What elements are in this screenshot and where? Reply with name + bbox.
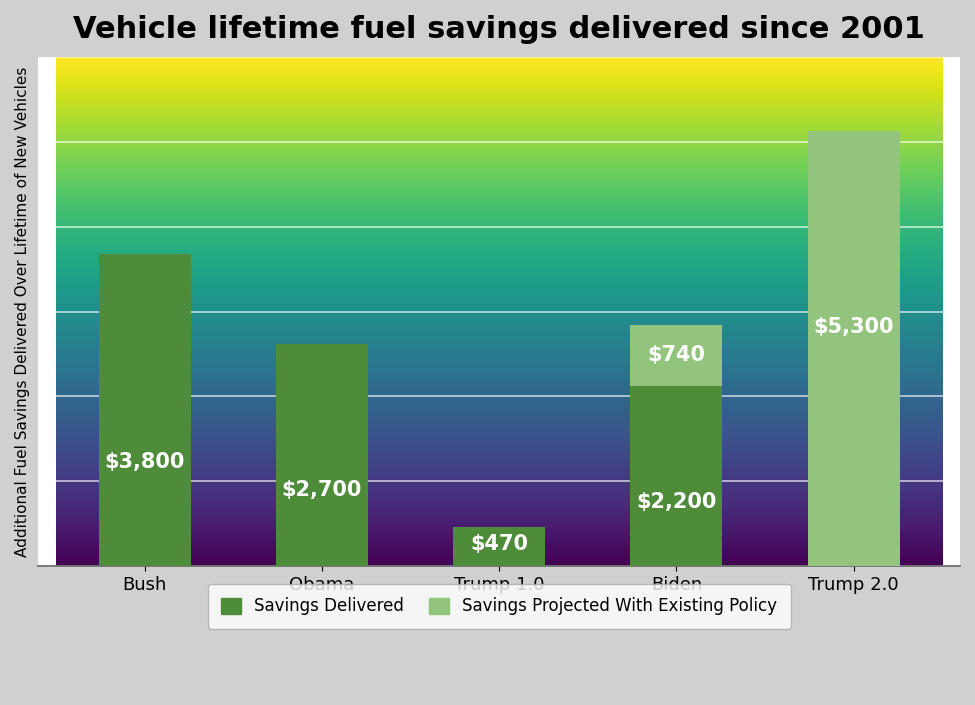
Bar bbox=[276, 345, 368, 566]
Text: $5,300: $5,300 bbox=[813, 317, 894, 337]
Text: $2,700: $2,700 bbox=[282, 479, 362, 500]
Bar bbox=[807, 131, 900, 566]
Bar bbox=[98, 255, 191, 566]
Text: $740: $740 bbox=[647, 345, 705, 365]
Bar bbox=[630, 325, 722, 386]
Y-axis label: Additional Fuel Savings Delivered Over Lifetime of New Vehicles: Additional Fuel Savings Delivered Over L… bbox=[15, 66, 30, 557]
Bar bbox=[453, 527, 545, 566]
Text: $470: $470 bbox=[470, 534, 528, 554]
Bar bbox=[630, 386, 722, 566]
Text: $2,200: $2,200 bbox=[637, 492, 717, 512]
Title: Vehicle lifetime fuel savings delivered since 2001: Vehicle lifetime fuel savings delivered … bbox=[73, 15, 925, 44]
Legend: Savings Delivered, Savings Projected With Existing Policy: Savings Delivered, Savings Projected Wit… bbox=[208, 584, 791, 629]
Text: $3,800: $3,800 bbox=[104, 453, 185, 472]
